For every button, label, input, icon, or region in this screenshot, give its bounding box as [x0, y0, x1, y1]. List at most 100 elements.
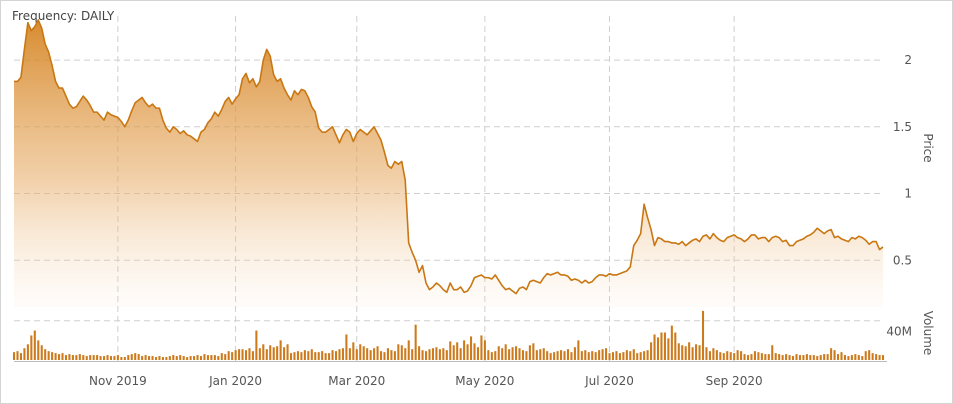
volume-bar	[691, 347, 694, 360]
volume-bar	[868, 350, 871, 360]
price-tick-label: 0.5	[893, 253, 912, 267]
volume-bar	[425, 351, 428, 360]
volume-bar	[847, 356, 850, 360]
volume-bar	[681, 345, 684, 360]
volume-bar	[826, 354, 829, 360]
volume-bar	[411, 349, 414, 360]
volume-bar	[733, 353, 736, 360]
volume-bar	[238, 349, 241, 360]
volume-bar	[251, 351, 254, 360]
volume-bar	[16, 351, 19, 360]
volume-bar	[196, 355, 199, 360]
volume-bar	[864, 351, 867, 360]
volume-bar	[570, 352, 573, 360]
volume-bar	[781, 355, 784, 360]
volume-bar	[103, 356, 106, 360]
volume-bar	[560, 350, 563, 360]
volume-bar	[501, 348, 504, 360]
volume-bar	[286, 344, 289, 360]
volume-bar	[788, 355, 791, 360]
volume-bar	[521, 350, 525, 360]
volume-bar	[58, 354, 61, 360]
volume-bar	[428, 349, 431, 360]
volume-bar	[840, 352, 843, 360]
volume-bar	[729, 352, 732, 360]
volume-bar	[148, 356, 151, 360]
volume-bar	[224, 354, 227, 360]
volume-bar	[383, 352, 386, 360]
volume-bar	[594, 352, 597, 360]
volume-bar	[397, 344, 400, 360]
volume-bar	[750, 354, 753, 360]
volume-bar	[210, 355, 213, 360]
volume-bar	[487, 350, 490, 360]
volume-bar	[13, 352, 16, 360]
volume-bar	[795, 354, 798, 360]
volume-bar	[92, 355, 95, 360]
volume-bar	[307, 351, 310, 360]
volume-bar	[144, 355, 147, 360]
volume-bar	[78, 354, 81, 360]
volume-bar	[882, 355, 885, 360]
x-tick-label: Jan 2020	[208, 374, 262, 388]
volume-bar	[719, 352, 722, 360]
volume-bar	[639, 352, 642, 360]
volume-bar	[341, 348, 344, 360]
volume-bar	[871, 353, 874, 360]
volume-bar	[452, 345, 455, 360]
volume-bar	[688, 342, 691, 360]
volume-bar	[37, 340, 40, 360]
volume-bar	[154, 357, 158, 360]
volume-bar	[279, 340, 282, 360]
price-area-fill	[14, 20, 883, 308]
x-tick-label: Nov 2019	[89, 374, 147, 388]
volume-bar	[328, 353, 331, 360]
price-tick-label: 1	[904, 187, 912, 201]
volume-bar	[528, 345, 531, 360]
volume-bar	[466, 344, 469, 360]
volume-bar	[587, 352, 590, 360]
volume-bar	[366, 348, 369, 360]
volume-bar	[722, 353, 725, 360]
volume-bar	[563, 351, 566, 360]
volume-bar	[258, 348, 261, 360]
volume-bar	[19, 353, 22, 360]
volume-bar	[470, 336, 473, 360]
axis-ticks: Nov 2019 Jan 2020 Mar 2020 May 2020 Jul 2020…	[89, 53, 912, 388]
volume-bar	[546, 351, 549, 360]
volume-bar	[331, 350, 334, 360]
volume-bar	[193, 356, 196, 360]
volume-bar	[629, 351, 632, 360]
volume-bar	[483, 340, 486, 360]
volume-bar	[231, 352, 234, 360]
volume-bar	[712, 348, 715, 360]
volume-bar	[324, 353, 327, 360]
x-tick-label: May 2020	[455, 374, 514, 388]
volume-bar	[379, 351, 383, 360]
volume-bar	[566, 349, 570, 360]
volume-bar	[456, 342, 459, 360]
volume-bar	[85, 356, 88, 360]
volume-bar	[158, 356, 161, 360]
volume-bar	[774, 353, 777, 360]
volume-bar	[161, 357, 164, 360]
volume-bar	[605, 348, 608, 360]
volume-bar	[345, 334, 348, 360]
volume-bar	[816, 356, 819, 360]
volume-bar	[670, 325, 673, 360]
volume-bar	[400, 345, 403, 360]
volume-bar	[823, 354, 826, 360]
volume-bar	[809, 355, 812, 360]
volume-bar	[819, 355, 822, 360]
volume-bar	[791, 356, 795, 360]
volume-bar	[573, 347, 576, 360]
volume-bar	[386, 348, 389, 360]
volume-bar	[584, 350, 587, 360]
x-tick-label: Sep 2020	[706, 374, 763, 388]
volume-bar	[116, 355, 119, 360]
volume-bar	[760, 353, 763, 360]
volume-bar	[393, 351, 396, 360]
volume-axis-title: Volume	[921, 311, 935, 356]
volume-bar	[293, 352, 296, 360]
